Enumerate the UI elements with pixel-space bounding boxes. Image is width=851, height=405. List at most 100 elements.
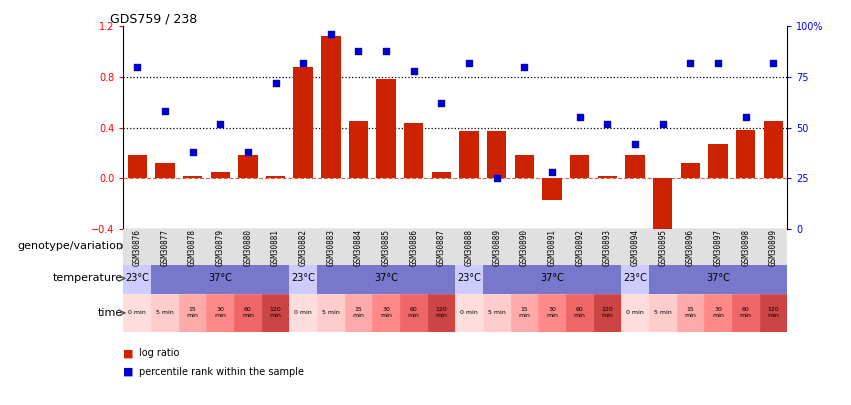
Text: GSM30892: GSM30892 bbox=[575, 228, 585, 266]
Bar bbox=[539, 229, 566, 265]
Point bbox=[158, 108, 172, 115]
Text: GSM30890: GSM30890 bbox=[520, 228, 529, 266]
Text: 23°C: 23°C bbox=[291, 273, 315, 283]
Bar bbox=[483, 263, 621, 294]
Bar bbox=[649, 263, 787, 294]
Text: GSM30882: GSM30882 bbox=[299, 228, 308, 266]
Bar bbox=[128, 156, 147, 178]
Point bbox=[739, 114, 752, 121]
Bar bbox=[625, 156, 645, 178]
Bar bbox=[266, 176, 285, 178]
Bar bbox=[455, 294, 483, 332]
Bar bbox=[566, 294, 594, 332]
Text: 5 min: 5 min bbox=[654, 310, 671, 315]
Text: GSM30887: GSM30887 bbox=[437, 228, 446, 266]
Bar bbox=[404, 122, 424, 178]
Text: 30
min: 30 min bbox=[712, 307, 724, 318]
Point bbox=[269, 80, 283, 86]
Bar bbox=[681, 163, 700, 178]
Bar bbox=[345, 294, 373, 332]
Text: 15
min: 15 min bbox=[518, 307, 530, 318]
Bar bbox=[455, 229, 483, 265]
Text: GSM30888: GSM30888 bbox=[465, 228, 474, 266]
Text: 37°C: 37°C bbox=[706, 273, 730, 283]
Point bbox=[711, 60, 725, 66]
Bar bbox=[455, 263, 483, 294]
Bar bbox=[542, 178, 562, 200]
Text: time: time bbox=[98, 308, 123, 318]
Bar bbox=[206, 294, 234, 332]
Text: GSM30897: GSM30897 bbox=[713, 228, 722, 266]
Text: 15
min: 15 min bbox=[352, 307, 364, 318]
Text: GDS759 / 238: GDS759 / 238 bbox=[110, 12, 197, 25]
Bar bbox=[653, 178, 672, 231]
Text: GSM30880: GSM30880 bbox=[243, 228, 253, 266]
Bar bbox=[649, 294, 677, 332]
Text: 30
min: 30 min bbox=[546, 307, 558, 318]
Bar bbox=[621, 229, 787, 263]
Bar bbox=[151, 229, 179, 265]
Bar bbox=[238, 156, 258, 178]
Text: GSM30877: GSM30877 bbox=[160, 228, 169, 266]
Point bbox=[462, 60, 476, 66]
Text: log ratio: log ratio bbox=[139, 348, 179, 358]
Text: 30
min: 30 min bbox=[214, 307, 226, 318]
Bar bbox=[677, 229, 705, 265]
Point bbox=[296, 60, 310, 66]
Text: GSM30883: GSM30883 bbox=[326, 228, 335, 266]
Text: 0 min: 0 min bbox=[129, 310, 146, 315]
Text: 5 min: 5 min bbox=[322, 310, 340, 315]
Bar bbox=[621, 294, 649, 332]
Bar bbox=[123, 229, 151, 265]
Bar bbox=[594, 294, 621, 332]
Text: 120
min: 120 min bbox=[436, 307, 448, 318]
Bar bbox=[289, 229, 455, 263]
Text: GSM30889: GSM30889 bbox=[492, 228, 501, 266]
Text: 120
min: 120 min bbox=[602, 307, 614, 318]
Point bbox=[324, 31, 338, 38]
Text: GSM30891: GSM30891 bbox=[547, 228, 557, 266]
Bar bbox=[515, 156, 534, 178]
Bar bbox=[431, 172, 451, 178]
Text: 5 min: 5 min bbox=[488, 310, 505, 315]
Bar bbox=[179, 294, 206, 332]
Bar bbox=[460, 131, 479, 178]
Point bbox=[490, 175, 504, 181]
Bar bbox=[262, 229, 289, 265]
Point bbox=[130, 64, 144, 70]
Text: 15
min: 15 min bbox=[684, 307, 696, 318]
Text: ■: ■ bbox=[123, 348, 134, 358]
Bar bbox=[234, 229, 262, 265]
Point bbox=[435, 100, 448, 107]
Text: 37°C: 37°C bbox=[374, 273, 398, 283]
Text: genotype/variation: genotype/variation bbox=[17, 241, 123, 251]
Point bbox=[683, 60, 697, 66]
Bar bbox=[427, 229, 455, 265]
Text: 37°C: 37°C bbox=[208, 273, 232, 283]
Bar bbox=[345, 229, 373, 265]
Point bbox=[573, 114, 586, 121]
Point bbox=[767, 60, 780, 66]
Bar bbox=[373, 294, 400, 332]
Text: ■: ■ bbox=[123, 367, 134, 377]
Text: prp17 null: prp17 null bbox=[344, 241, 401, 251]
Text: 37°C: 37°C bbox=[540, 273, 564, 283]
Point bbox=[545, 169, 559, 175]
Text: 23°C: 23°C bbox=[623, 273, 647, 283]
Bar bbox=[151, 263, 289, 294]
Text: 120
min: 120 min bbox=[768, 307, 780, 318]
Bar bbox=[289, 263, 317, 294]
Bar bbox=[760, 294, 787, 332]
Text: 60
min: 60 min bbox=[574, 307, 585, 318]
Text: GSM30878: GSM30878 bbox=[188, 228, 197, 266]
Bar bbox=[123, 229, 289, 263]
Text: 60
min: 60 min bbox=[242, 307, 254, 318]
Point bbox=[241, 149, 254, 155]
Bar bbox=[262, 294, 289, 332]
Bar bbox=[234, 294, 262, 332]
Text: 23°C: 23°C bbox=[125, 273, 149, 283]
Bar bbox=[151, 294, 179, 332]
Text: 30
min: 30 min bbox=[380, 307, 392, 318]
Bar bbox=[677, 294, 705, 332]
Bar bbox=[455, 229, 621, 263]
